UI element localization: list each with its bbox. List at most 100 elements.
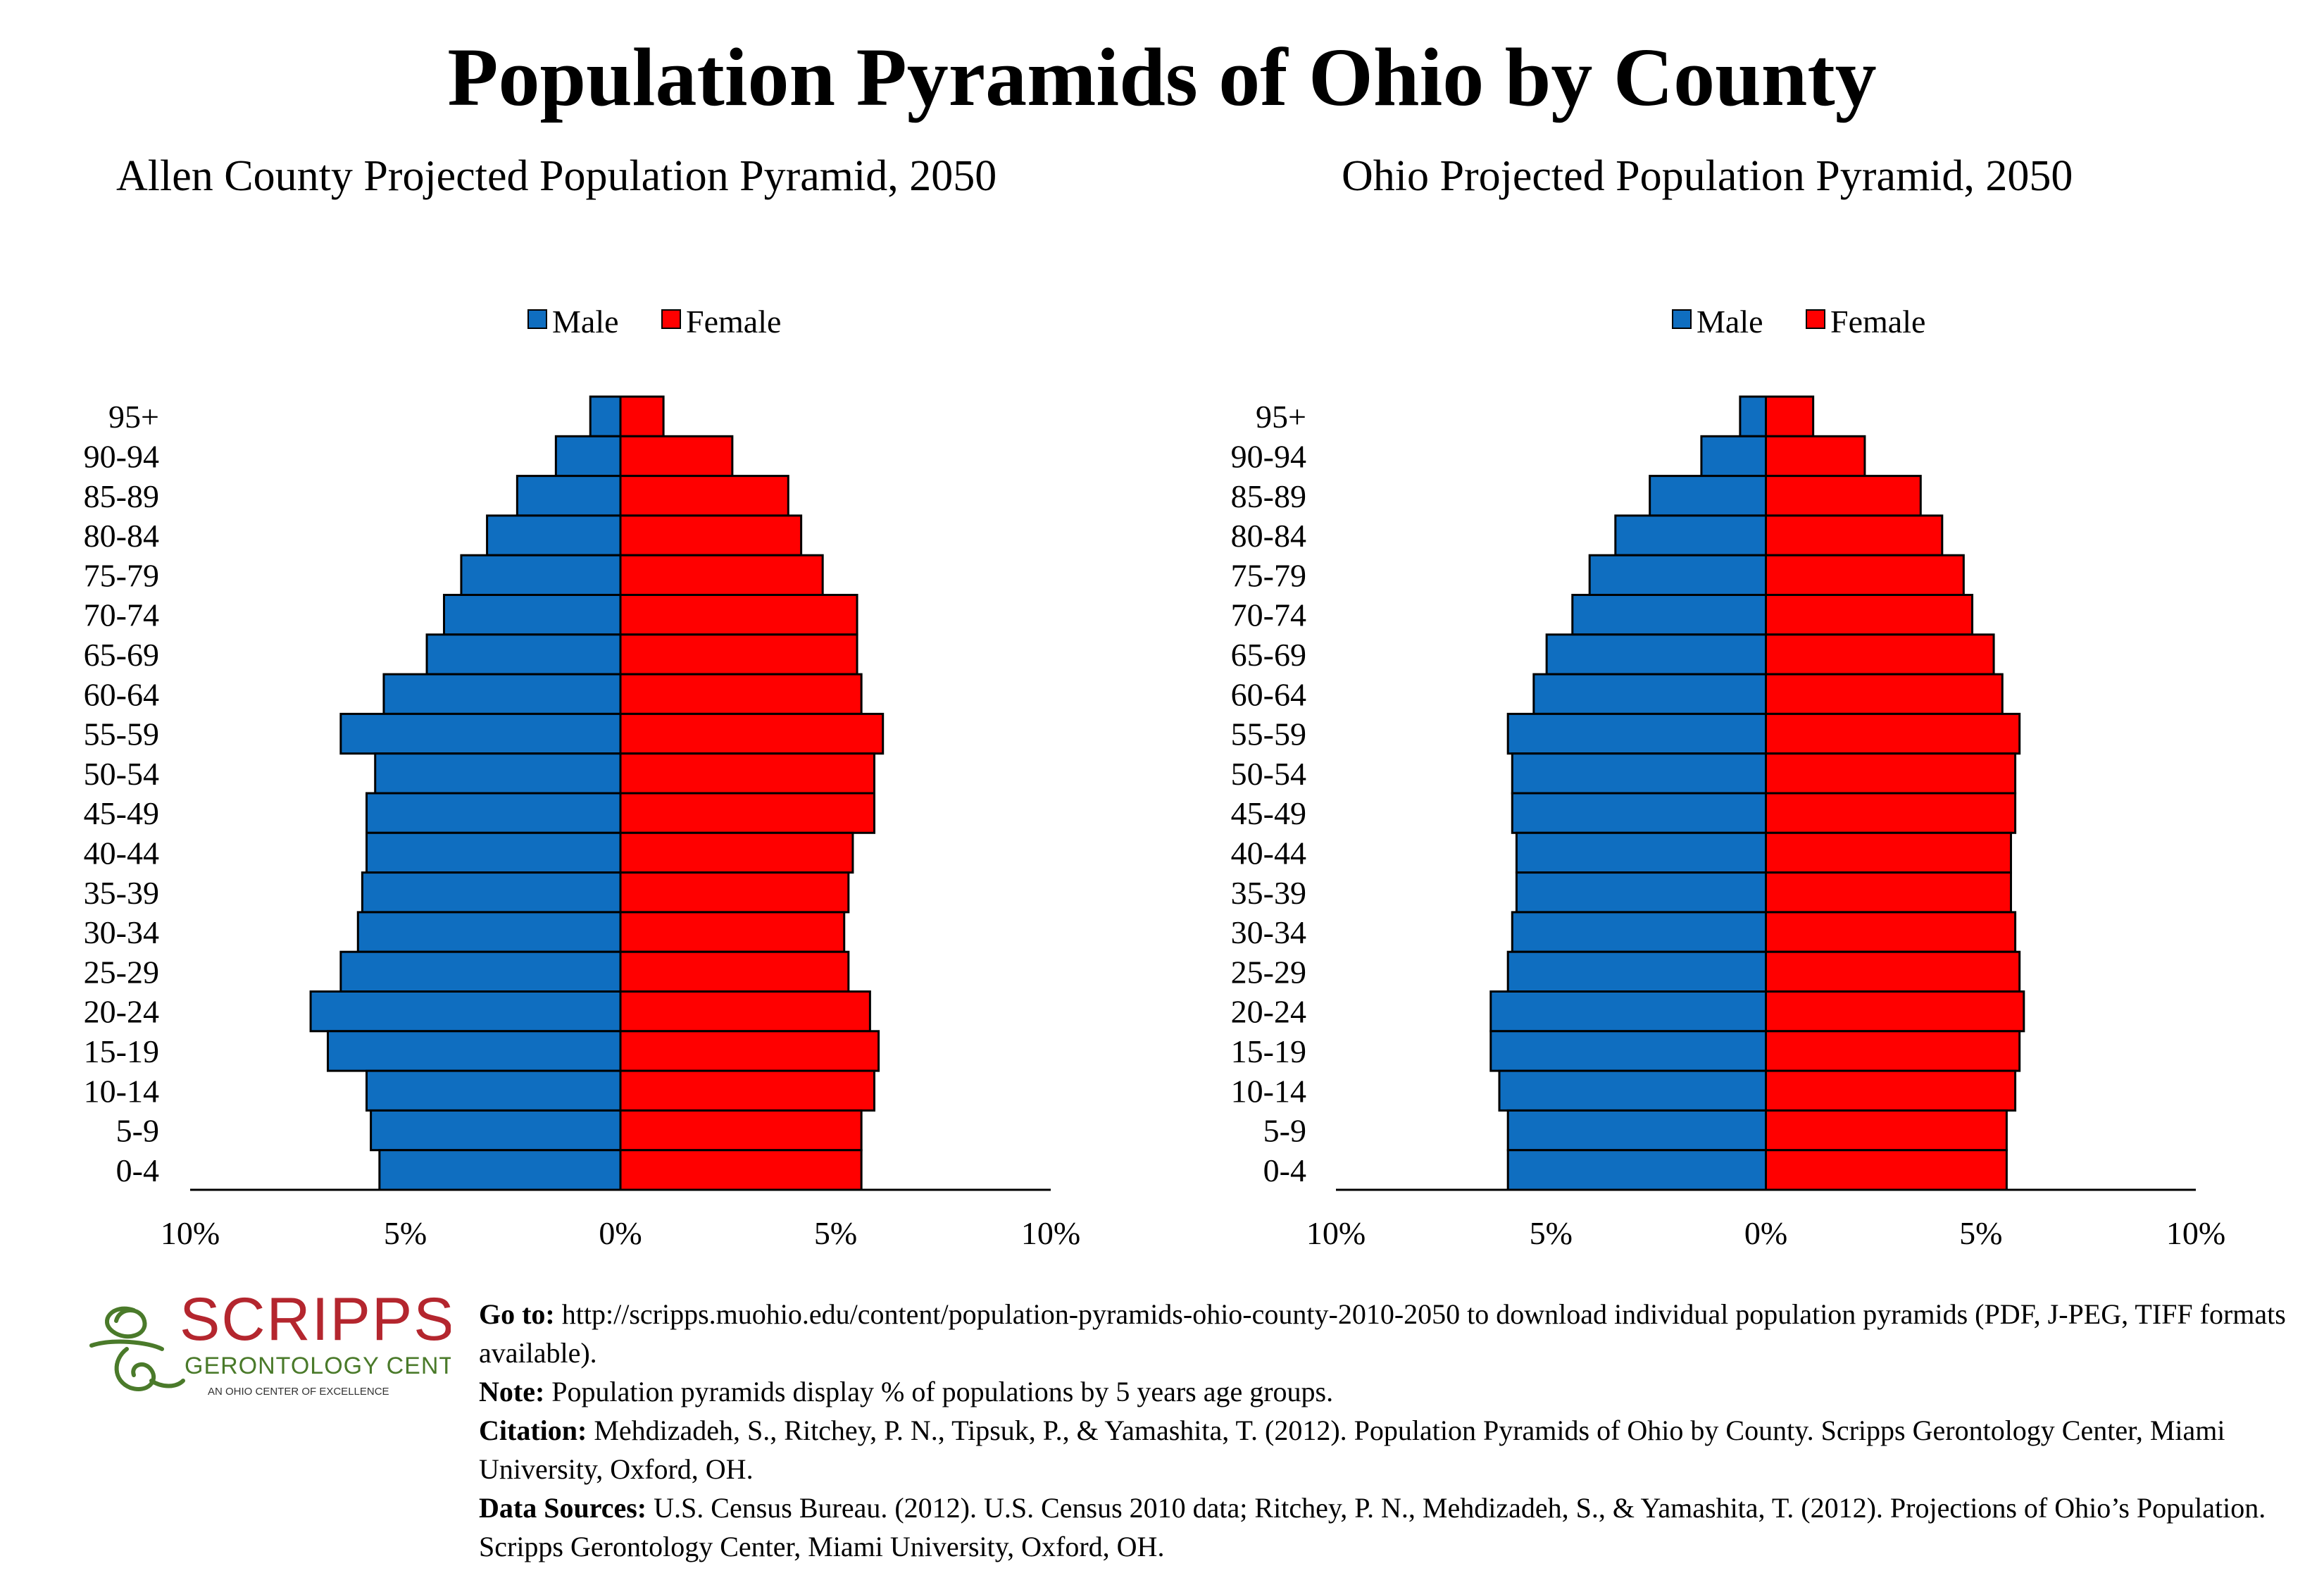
category-label: 15-19 [1231,1033,1306,1069]
chart-title: Allen County Projected Population Pyrami… [116,152,997,200]
bar-male-5-9 [1506,1109,1767,1152]
bar-male-60-64 [382,673,622,715]
bar-female-80-84 [1765,514,1944,557]
bar-female-70-74 [619,594,858,636]
footer-notes: Go to: http://scripps.muohio.edu/content… [479,1295,2310,1566]
category-label: 75-79 [84,557,159,593]
bar-male-65-69 [425,633,622,676]
bar-male-45-49 [1511,792,1767,834]
bar-male-30-34 [1511,911,1767,953]
category-label: 15-19 [84,1033,159,1069]
category-label: 10-14 [1231,1073,1306,1109]
x-tick-label: 0% [1744,1215,1787,1251]
category-label: 75-79 [1231,557,1306,593]
bar-female-5-9 [619,1109,863,1152]
bar-female-90-94 [1765,435,1866,478]
category-label: 95+ [1256,399,1306,435]
x-tick-label: 5% [814,1215,857,1251]
bar-female-80-84 [619,514,803,557]
bar-female-50-54 [619,752,875,795]
bar-female-25-29 [619,950,850,993]
bar-female-95+ [1765,395,1815,437]
logo-tagline: AN OHIO CENTER OF EXCELLENCE [208,1386,389,1398]
bar-male-95+ [1739,395,1768,437]
category-label: 95+ [108,399,159,435]
bar-male-75-79 [460,554,622,597]
bar-female-70-74 [1765,594,1974,636]
bar-male-90-94 [554,435,622,478]
bar-male-0-4 [378,1149,622,1191]
bar-male-20-24 [309,990,622,1033]
bar-female-30-34 [1765,911,2017,953]
bar-female-65-69 [619,633,858,676]
category-label: 65-69 [84,637,159,673]
chart-title: Ohio Projected Population Pyramid, 2050 [1342,152,2073,200]
bar-male-40-44 [366,831,622,874]
category-label: 85-89 [84,478,159,514]
category-label: 80-84 [84,518,159,554]
bar-female-15-19 [1765,1030,2021,1072]
bar-female-30-34 [619,911,846,953]
footer-goto: Go to: http://scripps.muohio.edu/content… [479,1298,2286,1369]
bar-male-70-74 [442,594,622,636]
bar-male-85-89 [516,475,622,517]
logo-sub: GERONTOLOGY CENTER [185,1353,451,1379]
category-label: 60-64 [1231,676,1306,712]
x-tick-label: 10% [1021,1215,1080,1251]
bar-female-0-4 [1765,1149,2008,1191]
x-tick-label: 10% [1306,1215,1366,1251]
bar-female-75-79 [1765,554,1965,597]
bar-male-85-89 [1649,475,1768,517]
category-label: 0-4 [1263,1152,1306,1188]
legend-label-female: Female [1830,304,1925,340]
bar-male-10-14 [1498,1069,1767,1112]
bar-female-10-14 [1765,1069,2017,1112]
category-label: 0-4 [116,1152,159,1188]
category-label: 5-9 [116,1113,159,1149]
category-label: 70-74 [84,597,159,633]
category-label: 45-49 [1231,795,1306,831]
bar-male-55-59 [339,712,622,755]
category-label: 60-64 [84,676,159,712]
scripps-swirl-icon [89,1306,185,1391]
bar-female-60-64 [1765,673,2004,715]
bar-male-50-54 [374,752,622,795]
bar-female-75-79 [619,554,824,597]
category-label: 25-29 [84,954,159,990]
bar-male-75-79 [1588,554,1768,597]
bar-female-20-24 [1765,990,2025,1033]
bar-female-35-39 [619,871,850,914]
bar-male-65-69 [1545,633,1768,676]
bar-female-65-69 [1765,633,1995,676]
category-label: 20-24 [84,994,159,1030]
category-label: 55-59 [1231,716,1306,752]
bar-female-0-4 [619,1149,863,1191]
bar-male-35-39 [1515,871,1767,914]
legend-swatch-female [661,309,681,329]
bar-female-85-89 [619,475,789,517]
category-label: 25-29 [1231,954,1306,990]
bar-female-5-9 [1765,1109,2008,1152]
bar-male-40-44 [1515,831,1767,874]
footer-note: Note: Population pyramids display % of p… [479,1376,1334,1407]
bar-male-0-4 [1506,1149,1767,1191]
category-label: 90-94 [1231,438,1306,474]
category-label: 45-49 [84,795,159,831]
x-tick-label: 5% [1530,1215,1573,1251]
bar-female-40-44 [619,831,854,874]
legend-swatch-male [1672,309,1692,329]
legend-swatch-female [1806,309,1825,329]
category-label: 30-34 [1231,914,1306,950]
bar-male-25-29 [1506,950,1767,993]
category-label: 40-44 [84,835,159,871]
bar-female-35-39 [1765,871,2012,914]
category-label: 90-94 [84,438,159,474]
bar-male-15-19 [1489,1030,1768,1072]
category-label: 50-54 [1231,756,1306,792]
charts-canvas: Allen County Projected Population Pyrami… [84,152,2225,1251]
bar-female-45-49 [1765,792,2017,834]
bar-female-90-94 [619,435,734,478]
legend-label-male: Male [1697,304,1763,340]
scripps-logo: SCRIPPS GERONTOLOGY CENTER AN OHIO CENTE… [89,1286,451,1398]
bar-male-15-19 [327,1030,622,1072]
